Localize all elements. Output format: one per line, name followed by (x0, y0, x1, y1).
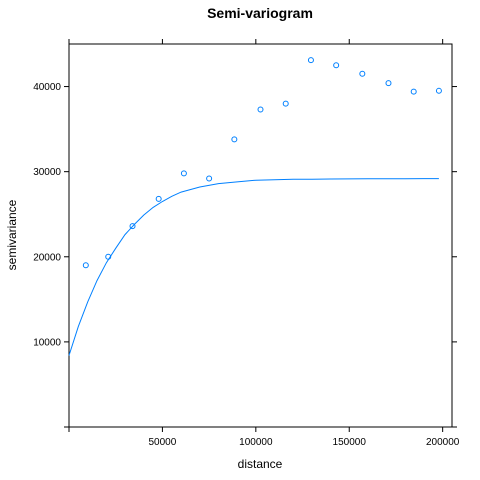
data-point-13 (410, 88, 417, 95)
y-tick-label-2: 30000 (33, 167, 61, 178)
chart-title: Semi-variogram (207, 5, 313, 21)
data-point-5 (206, 175, 213, 182)
x-axis-ticks: 50000 100000 150000 200000 (68, 39, 460, 448)
data-points (82, 57, 442, 269)
data-point-12 (385, 80, 392, 87)
x-tick-label-0: 50000 (149, 437, 177, 448)
data-point-14 (435, 87, 442, 94)
data-point-8 (282, 100, 289, 107)
x-axis-label: distance (238, 457, 283, 471)
y-axis-ticks: 10000 20000 30000 40000 (33, 82, 457, 428)
data-point-11 (359, 70, 366, 77)
y-tick-label-1: 20000 (33, 252, 61, 263)
data-point-4 (180, 170, 187, 177)
data-point-0 (82, 262, 89, 269)
y-axis-label: semivariance (5, 199, 19, 270)
x-tick-label-1: 100000 (239, 437, 273, 448)
data-point-7 (257, 106, 264, 113)
data-point-2 (129, 223, 136, 230)
fitted-model-curve (68, 178, 439, 356)
x-tick-label-2: 150000 (333, 437, 367, 448)
data-point-6 (231, 136, 238, 143)
data-point-3 (155, 195, 162, 202)
data-point-9 (307, 57, 314, 64)
plot-frame (68, 43, 453, 428)
data-point-1 (105, 253, 112, 260)
y-tick-label-3: 40000 (33, 82, 61, 93)
x-tick-label-3: 200000 (426, 437, 460, 448)
y-tick-label-0: 10000 (33, 337, 61, 348)
data-point-10 (333, 62, 340, 69)
